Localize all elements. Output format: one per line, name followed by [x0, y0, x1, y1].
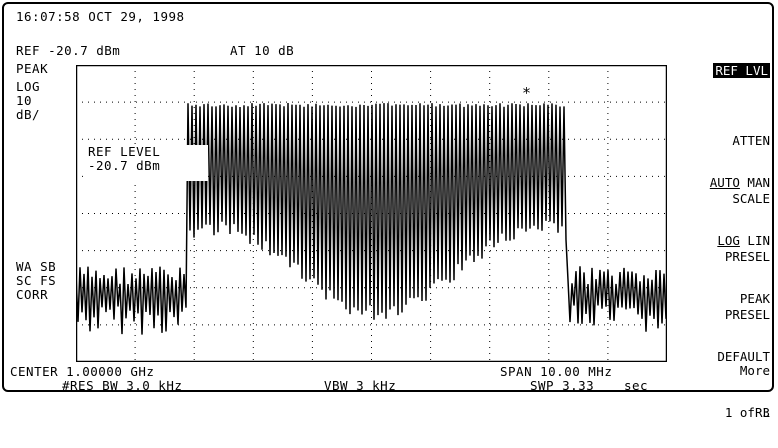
- scale-mode: LOG: [16, 79, 41, 94]
- detector-mode: PEAK: [16, 61, 49, 76]
- flag-wa-sb: WA SB: [16, 259, 57, 274]
- softkey-scale[interactable]: SCALE LOG LIN: [717, 164, 770, 276]
- ref-lvl-label: REF LVL: [713, 63, 770, 78]
- softkey-rl: RL: [725, 378, 770, 448]
- presel-default-line2: DEFAULT: [717, 349, 770, 364]
- marker-symbol: *: [522, 84, 531, 102]
- atten-title: ATTEN: [732, 133, 770, 148]
- scale-unit: dB/: [16, 107, 41, 122]
- presel-peak-line2: PEAK: [739, 291, 770, 306]
- atten-auto-option: AUTO: [709, 175, 740, 190]
- softkey-ref-lvl[interactable]: REF LVL: [668, 50, 770, 92]
- presel-peak-line1: PRESEL: [724, 249, 770, 264]
- rl-label: RL: [754, 405, 770, 420]
- ref-level-value: -20.7 dBm: [88, 158, 161, 173]
- softkey-presel-peak[interactable]: PRESEL PEAK: [725, 222, 770, 334]
- flag-corr: CORR: [16, 287, 49, 302]
- video-bandwidth: VBW 3 kHz: [324, 378, 397, 393]
- spectrum-trace: [76, 102, 667, 335]
- softkey-atten[interactable]: ATTEN AUTO MAN: [710, 106, 770, 218]
- center-frequency: CENTER 1.00000 GHz: [10, 364, 155, 379]
- analyzer-screen: 16:07:58 OCT 29, 1998 REF -20.7 dBm AT 1…: [2, 2, 774, 420]
- more-line1: More: [739, 363, 770, 378]
- sweep-time: SWP 3.33: [530, 378, 595, 393]
- ref-level-annotation-bg: [88, 145, 208, 181]
- timestamp: 16:07:58 OCT 29, 1998: [16, 9, 185, 24]
- scale-value: 10: [16, 93, 33, 108]
- spectrum-plot: *: [76, 65, 667, 362]
- ref-level-label: REF LEVEL: [88, 144, 161, 159]
- resolution-bandwidth: #RES BW 3.0 kHz: [62, 378, 183, 393]
- atten-man-option: MAN: [739, 175, 770, 190]
- span: SPAN 10.00 MHz: [500, 364, 613, 379]
- scale-log-option: LOG: [717, 233, 740, 248]
- ref-level-readout: REF -20.7 dBm: [16, 43, 121, 58]
- softkey-presel-default[interactable]: PRESEL DEFAULT: [717, 280, 770, 392]
- scale-title: SCALE: [732, 191, 770, 206]
- attenuation-readout: AT 10 dB: [230, 43, 295, 58]
- sweep-time-unit: sec: [624, 378, 649, 393]
- presel-default-line1: PRESEL: [724, 307, 770, 322]
- scale-lin-option: LIN: [739, 233, 770, 248]
- flag-sc-fs: SC FS: [16, 273, 57, 288]
